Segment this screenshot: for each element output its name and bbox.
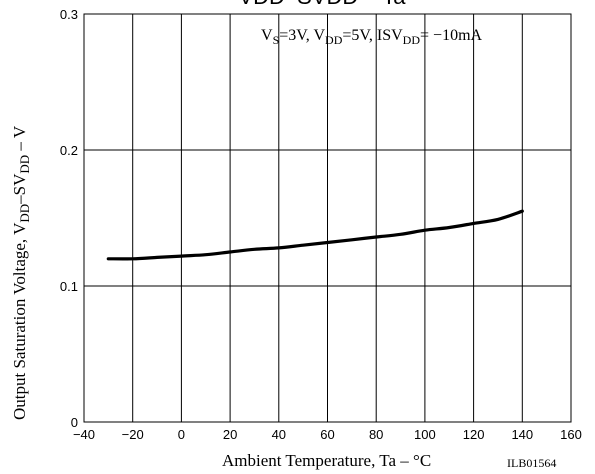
x-tick-label: 160: [560, 427, 582, 442]
series-line: [106, 209, 524, 261]
plot-frame: [83, 13, 572, 423]
y-tick-label: 0.2: [60, 143, 78, 158]
x-tick-label: 140: [511, 427, 533, 442]
x-tick-label: −40: [73, 427, 95, 442]
x-axis-label: Ambient Temperature, Ta – °C: [222, 451, 431, 470]
y-tick-labels: 0 0.1 0.2 0.3: [60, 7, 78, 430]
chart-title: VDD–SVDD – Ta: [238, 0, 406, 9]
x-tick-label: 40: [272, 427, 286, 442]
x-tick-label: 20: [223, 427, 237, 442]
x-tick-label: 120: [463, 427, 485, 442]
y-tick-label: 0.1: [60, 279, 78, 294]
x-tick-labels: −40 −20 0 20 40 60 80 100 120 140 160: [73, 427, 582, 442]
grid: [84, 14, 571, 422]
x-tick-label: 60: [320, 427, 334, 442]
figure-code: ILB01564: [507, 456, 556, 470]
condition-annotation: VS=3V, VDD=5V, ISVDD= −10mA: [261, 27, 483, 47]
x-tick-label: 0: [178, 427, 185, 442]
x-tick-label: −20: [122, 427, 144, 442]
x-tick-label: 80: [369, 427, 383, 442]
y-tick-label: 0: [71, 415, 78, 430]
y-tick-label: 0.3: [60, 7, 78, 22]
x-tick-label: 100: [414, 427, 436, 442]
y-axis-label: Output Saturation Voltage, VDD–SVDD – V: [10, 125, 32, 420]
